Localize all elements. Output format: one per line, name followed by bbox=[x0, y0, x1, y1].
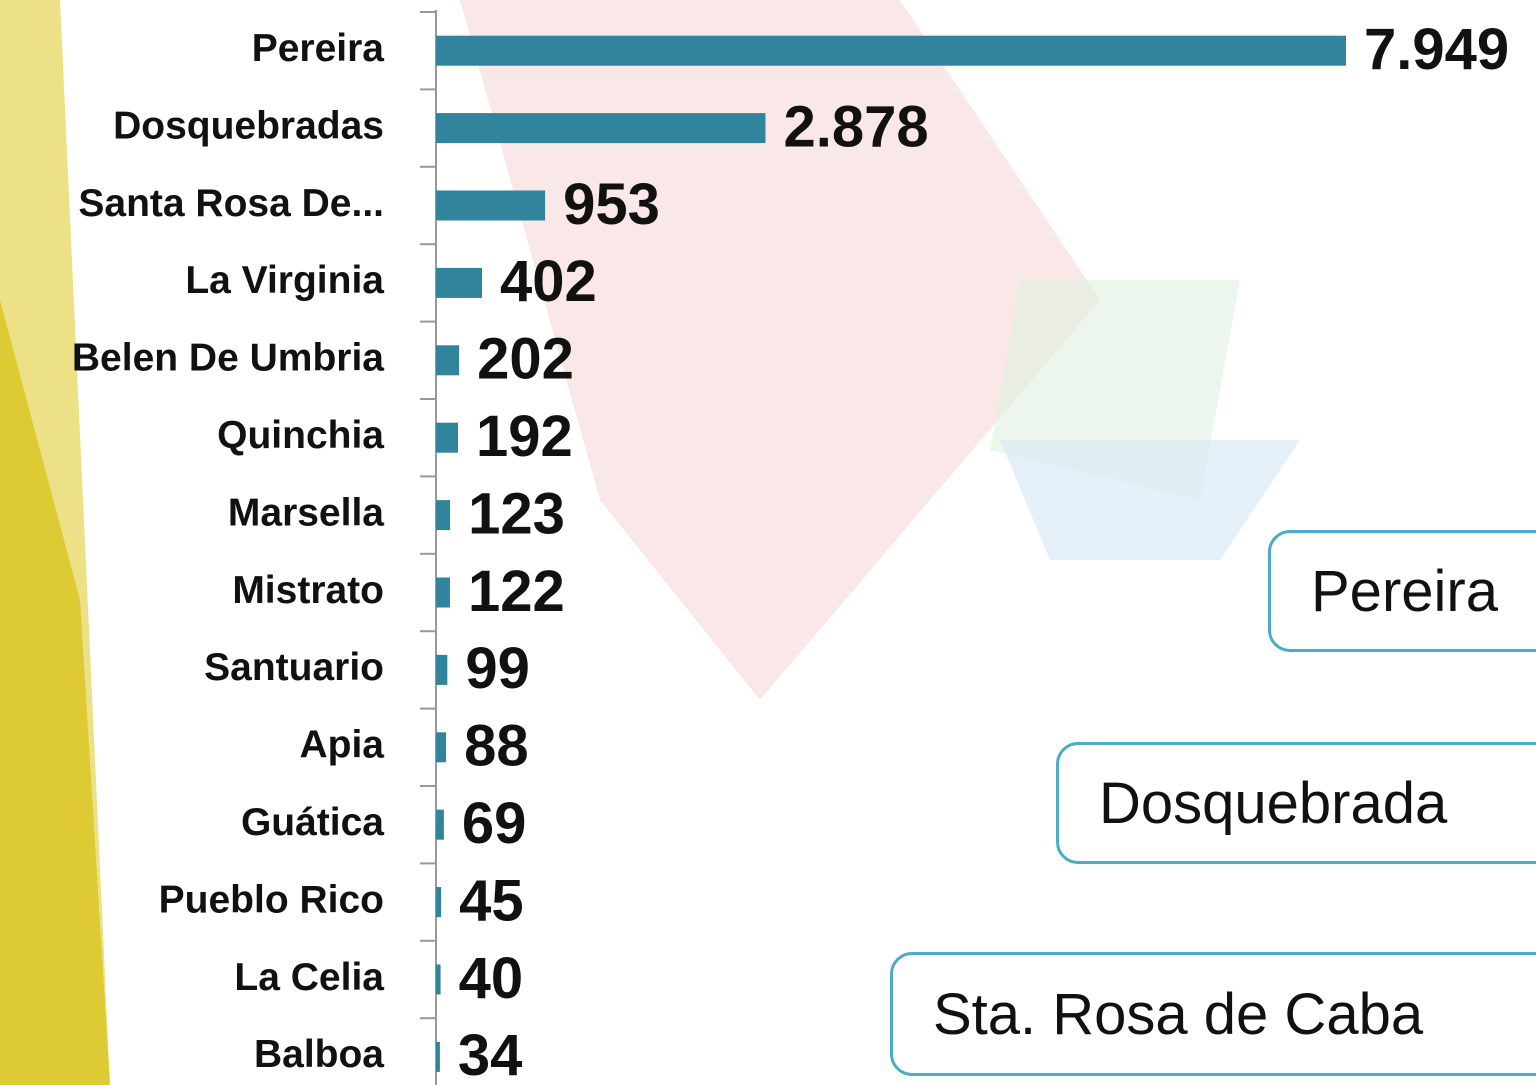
category-label: Balboa bbox=[254, 1033, 384, 1076]
bar bbox=[436, 191, 545, 221]
decor-watermark bbox=[1000, 440, 1300, 560]
bar bbox=[436, 578, 450, 608]
category-label: Apia bbox=[299, 724, 384, 767]
bar bbox=[436, 887, 441, 917]
category-label: Guática bbox=[241, 801, 384, 844]
category-label: Mistrato bbox=[232, 569, 384, 612]
bar bbox=[436, 810, 444, 840]
bar bbox=[436, 1042, 440, 1072]
bar bbox=[436, 732, 446, 762]
value-label: 99 bbox=[465, 636, 530, 701]
bar bbox=[436, 500, 450, 530]
category-label: Santuario bbox=[204, 646, 384, 689]
category-label: La Celia bbox=[234, 956, 384, 999]
value-label: 123 bbox=[468, 481, 565, 546]
slide: Pereira 7.949 Dosquebradas 2.878 Santa Rosa … bbox=[0, 0, 1536, 1085]
category-label: Pueblo Rico bbox=[159, 878, 384, 921]
value-label: 953 bbox=[563, 172, 660, 237]
callout: Dosquebrada bbox=[1056, 742, 1536, 864]
bar bbox=[436, 268, 482, 298]
category-label: Belen De Umbria bbox=[72, 337, 384, 380]
bar bbox=[436, 655, 447, 685]
bar bbox=[436, 36, 1346, 66]
value-label: 202 bbox=[477, 327, 574, 392]
value-label: 45 bbox=[459, 868, 524, 933]
value-label: 7.949 bbox=[1364, 17, 1509, 82]
category-label: Pereira bbox=[252, 27, 385, 70]
value-label: 40 bbox=[459, 946, 524, 1011]
callout: Sta. Rosa de Caba bbox=[890, 952, 1536, 1076]
value-label: 402 bbox=[500, 249, 597, 314]
bar bbox=[436, 423, 458, 453]
bar bbox=[436, 113, 765, 143]
category-label: Dosquebradas bbox=[113, 104, 384, 147]
value-label: 34 bbox=[458, 1023, 523, 1085]
callout: Pereira bbox=[1268, 530, 1536, 652]
category-label: La Virginia bbox=[185, 259, 384, 302]
value-label: 2.878 bbox=[783, 94, 928, 159]
bar bbox=[436, 345, 459, 375]
category-label: Quinchia bbox=[217, 414, 384, 457]
bar bbox=[436, 965, 441, 995]
value-label: 88 bbox=[464, 714, 529, 779]
value-label: 192 bbox=[476, 404, 573, 469]
category-label: Marsella bbox=[228, 491, 384, 534]
category-label: Santa Rosa De... bbox=[78, 182, 384, 225]
value-label: 122 bbox=[468, 559, 565, 624]
value-label: 69 bbox=[462, 791, 527, 856]
